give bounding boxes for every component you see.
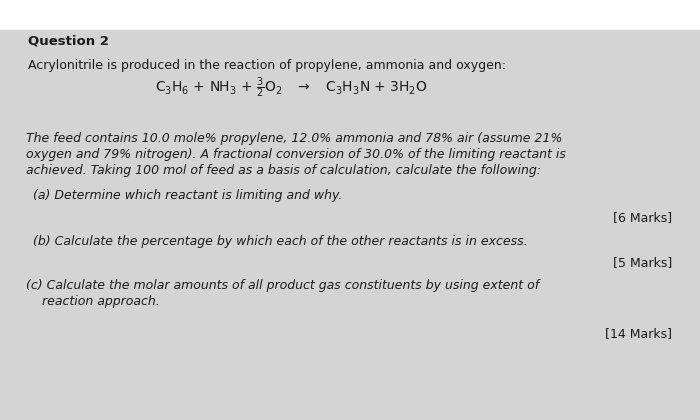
Text: The feed contains 10.0 mole% propylene, 12.0% ammonia and 78% air (assume 21%: The feed contains 10.0 mole% propylene, … xyxy=(26,132,562,145)
Text: (a) Determine which reactant is limiting and why.: (a) Determine which reactant is limiting… xyxy=(33,189,342,202)
Text: Question 2: Question 2 xyxy=(28,35,109,48)
Text: (b) Calculate the percentage by which each of the other reactants is in excess.: (b) Calculate the percentage by which ea… xyxy=(33,235,528,248)
Text: reaction approach.: reaction approach. xyxy=(26,295,160,308)
Text: C$_3$H$_6$ + NH$_3$ + $\mathregular{\frac{3}{2}}$O$_2$   $\rightarrow$   C$_3$H$: C$_3$H$_6$ + NH$_3$ + $\mathregular{\fra… xyxy=(155,76,428,100)
Text: [5 Marks]: [5 Marks] xyxy=(612,256,672,269)
Text: oxygen and 79% nitrogen). A fractional conversion of 30.0% of the limiting react: oxygen and 79% nitrogen). A fractional c… xyxy=(26,148,566,161)
Text: [6 Marks]: [6 Marks] xyxy=(613,211,672,224)
Text: achieved. Taking 100 mol of feed as a basis of calculation, calculate the follow: achieved. Taking 100 mol of feed as a ba… xyxy=(26,164,541,177)
Bar xyxy=(0,0,700,30)
Text: (c) Calculate the molar amounts of all product gas constituents by using extent : (c) Calculate the molar amounts of all p… xyxy=(26,279,539,292)
Text: Acrylonitrile is produced in the reaction of propylene, ammonia and oxygen:: Acrylonitrile is produced in the reactio… xyxy=(28,59,506,72)
Text: [14 Marks]: [14 Marks] xyxy=(605,327,672,340)
